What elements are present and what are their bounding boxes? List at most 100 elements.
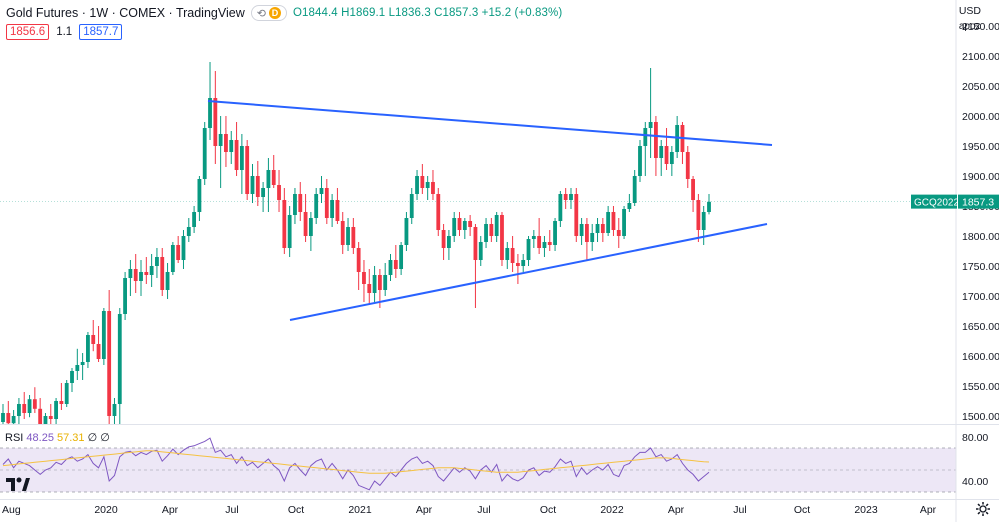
candle [654,116,658,176]
candle [213,71,218,164]
candle [133,254,138,293]
candle [452,212,457,242]
rsi-extra-1: ∅ [87,432,98,444]
symbol-title[interactable]: Gold Futures · 1W · COMEX · TradingView [6,6,245,20]
candle [155,248,159,278]
candle [362,260,366,302]
candle [404,212,409,251]
candle [669,146,674,176]
settings-gear-icon[interactable] [975,501,991,517]
candle [367,269,372,305]
currency-label[interactable]: USD [958,5,981,17]
price-tick-label: 1950.00 [962,141,999,153]
candle [101,308,106,365]
quote-bar: 1856.6 1.1 1857.7 [6,24,123,40]
candle [234,122,239,176]
candle [399,242,404,275]
candle [192,206,197,233]
candle [484,218,488,248]
price-tick-label: 1750.00 [962,261,999,273]
candle [38,398,43,424]
candle [521,254,526,272]
low-value: L1836.3 [388,7,431,19]
price-tick-label: 1550.00 [962,381,999,393]
tradingview-logo-icon[interactable] [4,472,30,494]
scale-label[interactable]: apoz [958,21,981,32]
visibility-toggle[interactable]: ⟲ D [250,5,287,21]
candle [75,348,80,380]
delayed-data-badge: D [268,7,281,19]
candle [579,218,584,245]
candle [526,236,531,266]
candle [420,164,425,194]
candle [346,218,350,251]
symbol-axis-label: GCQ2022 [914,198,959,209]
candle [239,134,244,194]
price-tick-label: 1600.00 [962,351,999,363]
price-tick-label: 1800.00 [962,231,999,243]
candle [139,260,143,296]
candle [340,212,345,254]
candle [319,176,324,203]
candle [181,230,186,269]
candle [54,398,58,424]
candle [590,224,595,251]
candle [616,218,621,248]
price-tick-label: 1650.00 [962,321,999,333]
sell-price-button[interactable]: 1856.6 [6,24,50,40]
rsi-line [2,437,710,491]
lower-trendline[interactable] [289,223,768,321]
rsi-ma-value: 57.31 [57,432,85,444]
rsi-name[interactable]: RSI [5,432,24,444]
candle [707,194,711,215]
upper-trendline[interactable] [207,100,773,146]
candle [600,218,605,242]
candle [197,176,202,221]
candle [632,170,637,206]
candle [510,236,515,272]
time-tick-label: Oct [794,504,810,516]
candle [245,140,250,200]
candle [372,266,377,302]
candle [144,257,149,284]
candle [303,194,308,242]
candle [308,212,313,251]
rsi-tick-label: 40.00 [962,476,988,488]
symbol-legend: Gold Futures · 1W · COMEX · TradingView … [6,5,562,21]
change-value: +15.2 (+0.83%) [481,7,563,19]
candle [128,260,133,296]
candle [330,194,335,227]
candle [1,404,5,424]
candle [170,242,175,275]
candle [537,218,542,254]
time-tick-label: 2021 [348,504,372,516]
time-tick-label: Jul [733,504,746,516]
candle [293,188,297,224]
candle [229,131,234,164]
time-tick-label: 2020 [94,504,118,516]
candle [32,387,37,413]
candle [277,170,281,212]
axis-header: USD apoz [959,4,981,34]
candle [473,224,478,308]
candle [388,254,393,281]
time-tick-label: Jul [477,504,490,516]
buy-price-button[interactable]: 1857.7 [79,24,123,40]
candle [149,254,154,287]
candle [415,170,419,200]
time-tick-label: Apr [162,504,179,516]
candle [659,140,664,176]
price-tick-label: 2100.00 [962,51,999,63]
candle [11,410,16,424]
candle [622,206,626,239]
candle [356,242,361,290]
candle [298,182,303,221]
candle [664,128,669,170]
spread-value: 1.1 [56,26,73,38]
candle [64,380,69,407]
last-price-label[interactable]: 1857.3 [962,197,994,209]
candle [86,332,90,368]
candle [574,188,579,242]
candle [282,188,287,254]
